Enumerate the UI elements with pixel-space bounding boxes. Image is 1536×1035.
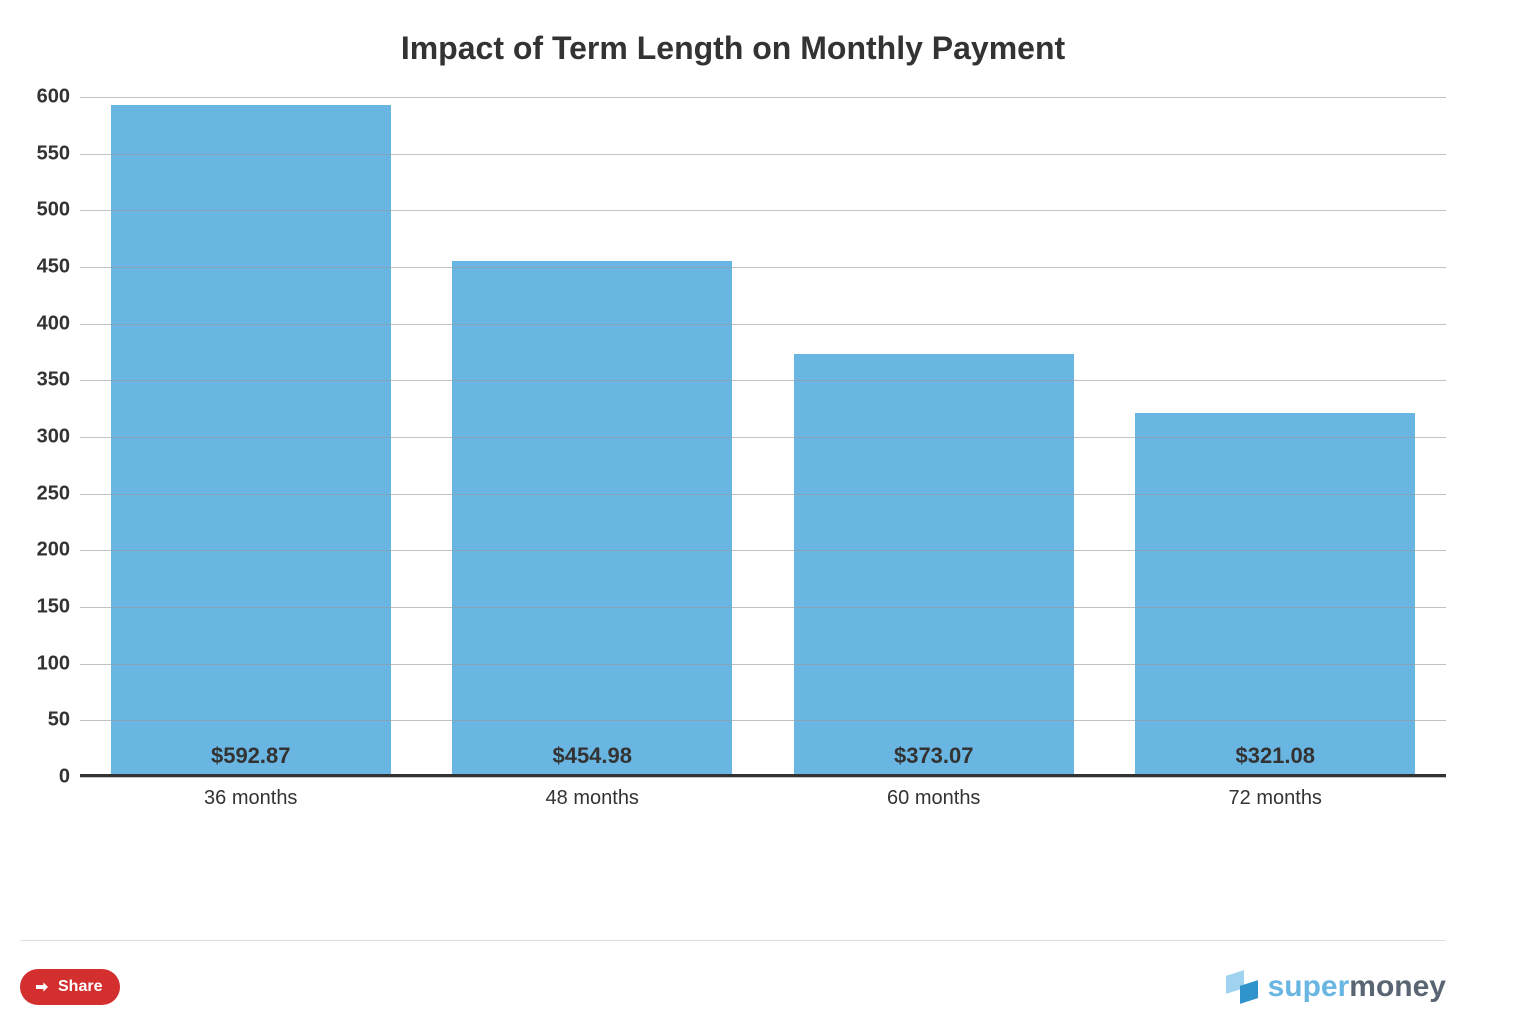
y-tick-label: 350: [37, 369, 80, 392]
chart-title: Impact of Term Length on Monthly Payment: [20, 30, 1446, 67]
share-button-label: Share: [58, 978, 102, 996]
share-icon: [34, 979, 50, 995]
x-axis-labels: 36 months48 months60 months72 months: [80, 777, 1446, 817]
x-tick-label: 48 months: [422, 777, 764, 817]
y-tick-label: 450: [37, 256, 80, 279]
gridline: [80, 154, 1446, 155]
brand-text-part1: super: [1268, 970, 1350, 1003]
y-tick-label: 500: [37, 199, 80, 222]
share-button[interactable]: Share: [20, 969, 120, 1005]
bar: $454.98: [452, 261, 732, 777]
y-tick-label: 0: [59, 766, 80, 789]
gridline: [80, 550, 1446, 551]
y-tick-label: 100: [37, 652, 80, 675]
chart-container: Impact of Term Length on Monthly Payment…: [0, 0, 1536, 1035]
x-tick-label: 60 months: [763, 777, 1105, 817]
chart-area: $592.87 $454.98 $373.07 $321.08 0 50 100 150 20…: [20, 97, 1446, 817]
bar: $321.08: [1135, 413, 1415, 777]
chart-footer: Share supermoney: [20, 940, 1446, 1005]
brand-logo: supermoney: [1226, 970, 1446, 1004]
bar-value-label: $454.98: [452, 743, 732, 769]
gridline: [80, 97, 1446, 98]
gridline: [80, 210, 1446, 211]
gridline: [80, 720, 1446, 721]
bar: $592.87: [111, 105, 391, 777]
bar-value-label: $592.87: [111, 743, 391, 769]
gridline: [80, 494, 1446, 495]
x-tick-label: 72 months: [1105, 777, 1447, 817]
footer-divider: [20, 940, 1446, 941]
bar-value-label: $321.08: [1135, 743, 1415, 769]
plot-region: $592.87$454.98$373.07$321.08 05010015020…: [80, 97, 1446, 777]
gridline: [80, 664, 1446, 665]
gridline: [80, 437, 1446, 438]
y-tick-label: 400: [37, 312, 80, 335]
bar-value-label: $373.07: [794, 743, 1074, 769]
y-tick-label: 300: [37, 426, 80, 449]
y-tick-label: 50: [48, 709, 80, 732]
brand-logo-mark: [1226, 973, 1258, 1001]
gridline: [80, 324, 1446, 325]
y-tick-label: 200: [37, 539, 80, 562]
gridline: [80, 380, 1446, 381]
gridline: [80, 267, 1446, 268]
y-tick-label: 250: [37, 482, 80, 505]
y-tick-label: 150: [37, 596, 80, 619]
y-tick-label: 600: [37, 86, 80, 109]
gridline: [80, 607, 1446, 608]
footer-row: Share supermoney: [20, 969, 1446, 1005]
y-tick-label: 550: [37, 142, 80, 165]
bar: $373.07: [794, 354, 1074, 777]
x-tick-label: 36 months: [80, 777, 422, 817]
brand-text-part2: money: [1349, 970, 1446, 1003]
